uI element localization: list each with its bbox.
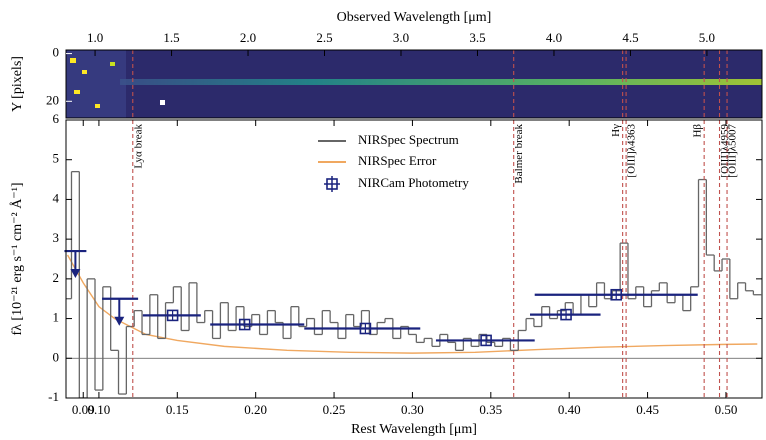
error-line [66,254,758,354]
upper-limit-head [70,269,81,279]
top-x-tick-label: 1.0 [87,30,103,45]
feature-label: Hγ [610,124,622,137]
x-tick-label: 0.40 [558,402,581,417]
y-tick-label: 3 [53,230,60,245]
spectrum-2d [66,50,762,118]
image-trace [120,79,762,85]
legend-label: NIRCam Photometry [358,175,469,190]
x-tick-label: 0.30 [401,402,424,417]
x-tick-label: 0.10 [88,402,111,417]
feature-label: [OIII]λ4959 [719,124,731,178]
top-x-tick-label: 2.0 [240,30,256,45]
top-x-tick-label: 3.5 [469,30,485,45]
top-x-tick-label: 5.0 [699,30,715,45]
y-tick-label: 6 [53,111,60,126]
top-x-tick-label: 1.5 [163,30,179,45]
top-frame [65,49,763,119]
image-noise [110,62,115,66]
y-tick-label: 5 [53,151,60,166]
top-y-tick-label: 0 [53,45,60,60]
feature-label: Balmer break [513,124,525,184]
upper-limit-head [114,316,125,326]
x-tick-label: 0.25 [323,402,346,417]
image-noise [74,90,80,94]
image-noise [160,100,165,105]
data-layer [66,170,762,398]
y-tick-label: -1 [48,389,59,404]
x-title: Rest Wavelength [μm] [351,422,477,437]
image-noise [70,58,76,63]
feature-label: Lyα break [132,124,144,169]
plot-area: Lyα break Balmer break Hγ [OIII]λ4363 Hβ [OII… [64,50,762,398]
y-tick-label: 0 [53,349,60,364]
top-y-tick-label: 20 [46,92,59,107]
x-tick-label: 0.15 [166,402,189,417]
y-tick-label: 2 [53,270,60,285]
y-title: fλ [10⁻²¹ erg s⁻¹ cm⁻² Å⁻¹] [9,182,25,335]
x-tick-label: 0.45 [636,402,659,417]
main-frame [65,119,763,399]
top-x-tick-label: 3.0 [393,30,409,45]
x-tick-label: 0.09 [72,402,95,417]
top-x-tick-label: 2.5 [316,30,332,45]
feature-label: Hβ [692,124,704,138]
top-y-title: Y [pixels] [10,56,25,112]
x-tick-label: 0.35 [479,402,502,417]
y-tick-label: 1 [53,310,60,325]
top-x-tick-label: 4.0 [546,30,562,45]
x-tick-label: 0.20 [244,402,267,417]
y-tick-label: 4 [53,190,60,205]
x-tick-label: 0.50 [715,402,738,417]
top-x-tick-label: 4.5 [622,30,638,45]
feature-label: [OIII]λ4363 [626,124,638,178]
legend-label: NIRSpec Error [358,153,437,168]
feature-label: [OIII]λ5007 [727,124,739,178]
image-noise [82,70,87,74]
top-x-title: Observed Wavelength [μm] [337,10,492,25]
legend-label: NIRSpec Spectrum [358,132,459,147]
image-noise [95,104,100,108]
